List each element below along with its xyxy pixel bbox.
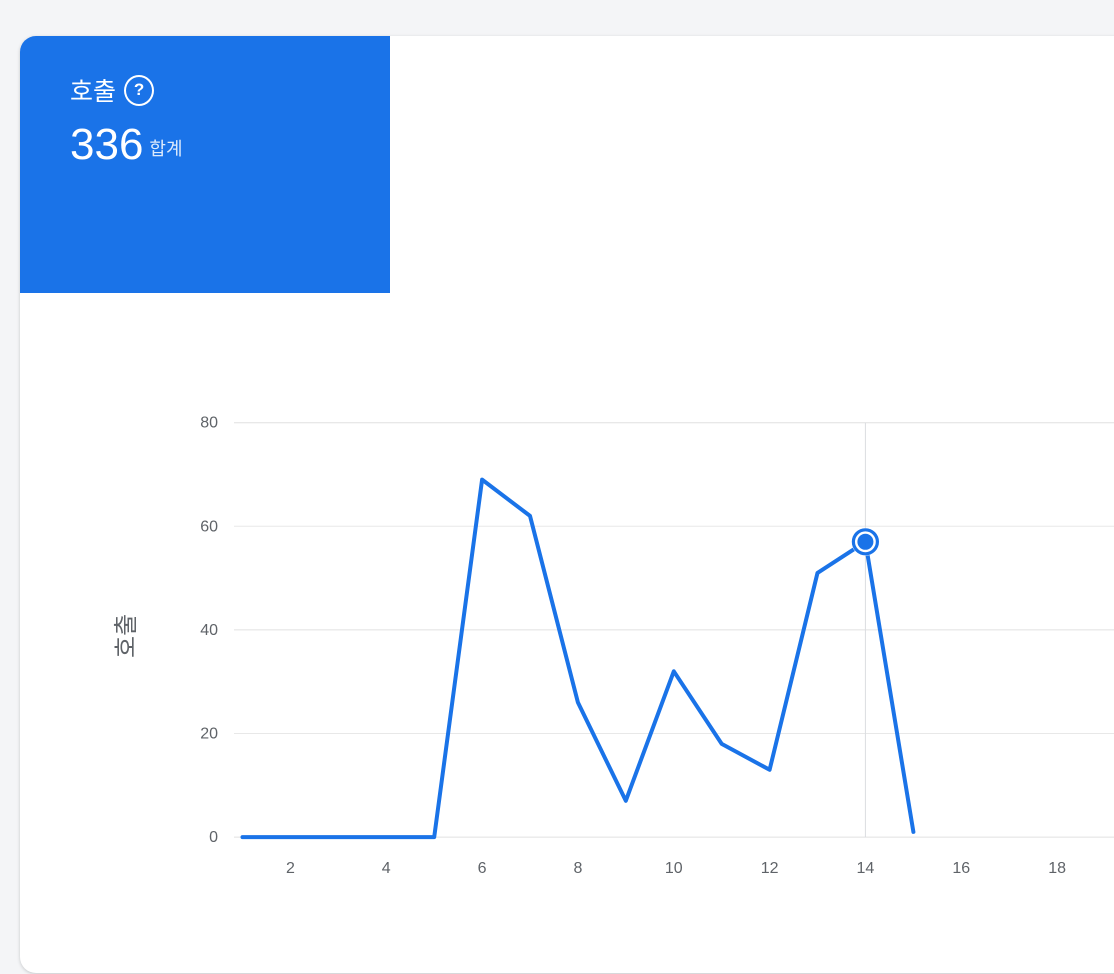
svg-text:40: 40 <box>200 622 218 639</box>
svg-text:12: 12 <box>761 860 779 877</box>
svg-text:60: 60 <box>200 518 218 535</box>
svg-text:4: 4 <box>382 860 391 877</box>
svg-text:18: 18 <box>1048 860 1066 877</box>
svg-text:6: 6 <box>478 860 487 877</box>
svg-text:10: 10 <box>665 860 683 877</box>
svg-text:2: 2 <box>286 860 295 877</box>
svg-text:80: 80 <box>200 415 218 432</box>
svg-text:0: 0 <box>209 829 218 846</box>
svg-text:14: 14 <box>857 860 875 877</box>
svg-text:8: 8 <box>573 860 582 877</box>
svg-text:16: 16 <box>952 860 970 877</box>
svg-text:20: 20 <box>200 726 218 743</box>
